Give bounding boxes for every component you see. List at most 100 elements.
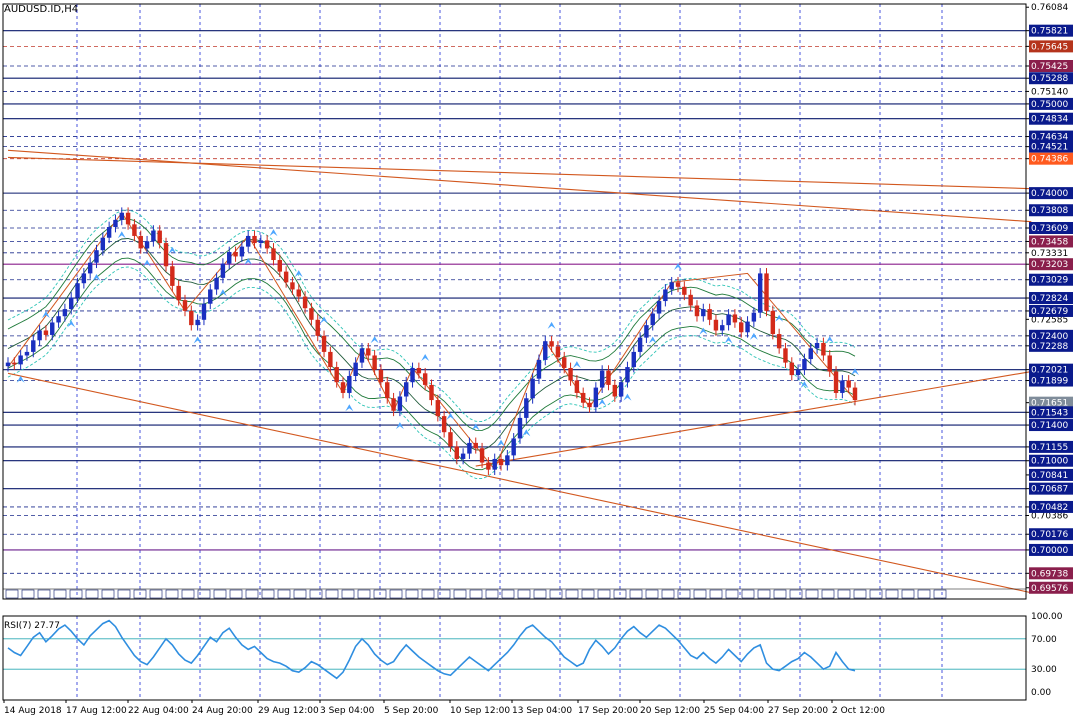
fractal-arrow <box>648 336 657 344</box>
candle-bull <box>524 398 529 418</box>
price-badge <box>1029 419 1073 432</box>
candle-bull <box>56 316 61 323</box>
session-cell <box>901 589 915 599</box>
fractal-arrow <box>168 246 177 254</box>
candle-bull <box>751 312 757 322</box>
candle-bull <box>18 355 23 365</box>
candle-bear <box>252 235 257 244</box>
candle-bear <box>675 282 681 287</box>
session-cell <box>869 589 883 599</box>
candle-bull <box>106 227 112 238</box>
price-badge <box>1029 187 1073 200</box>
candle-bear <box>315 319 320 336</box>
rsi-panel-frame <box>2 615 1027 701</box>
candle-bear <box>473 442 478 449</box>
session-cell <box>837 589 851 599</box>
candle-bull <box>151 230 156 242</box>
candle-bear <box>580 392 586 403</box>
candle-bear <box>182 300 188 311</box>
price-badge <box>1029 468 1073 481</box>
candle-bull <box>81 273 87 284</box>
candle-bear <box>334 367 339 383</box>
candle-bear <box>764 273 769 311</box>
candle-bull <box>68 297 74 310</box>
time-tick-label: 27 Sep 20:00 <box>768 706 828 716</box>
session-cell <box>309 589 323 599</box>
price-badge <box>1029 97 1073 110</box>
candle-bear <box>441 416 447 433</box>
candle-bull <box>239 246 245 257</box>
price-badge <box>1029 152 1073 165</box>
fractal-arrow <box>522 429 531 437</box>
rsi-panel: 100.00 70.00 30.00 0.00 <box>3 612 1063 698</box>
candle-bull <box>650 313 655 326</box>
candle-bear <box>783 348 788 363</box>
price-badge-label: 0.71543 <box>1031 408 1068 418</box>
session-cell <box>581 589 595 599</box>
price-tick-label: 0.76084 <box>1031 3 1068 13</box>
session-cell <box>245 589 259 599</box>
session-cell <box>501 589 515 599</box>
candle-bear <box>852 387 858 401</box>
fractal-arrow <box>294 270 303 278</box>
candle-bull <box>227 251 232 264</box>
session-cell <box>133 589 147 599</box>
lower-trendline <box>7 372 1032 594</box>
session-cell <box>213 589 227 599</box>
candle-bear <box>549 341 554 347</box>
price-badge <box>1029 130 1073 143</box>
price-badge <box>1029 204 1073 217</box>
session-cell <box>805 589 819 599</box>
fractal-arrow <box>598 398 607 406</box>
fractal-arrow <box>623 393 632 401</box>
band-lower-line <box>7 257 856 471</box>
candle-bear <box>739 322 744 333</box>
session-cell <box>677 589 691 599</box>
candle-bull <box>802 359 807 370</box>
fractal-arrow <box>825 336 834 344</box>
price-badge-label: 0.73609 <box>1031 224 1068 234</box>
candle-bear <box>309 308 314 320</box>
candle-bull <box>637 337 643 352</box>
rsi-line <box>7 619 856 680</box>
candle-bull <box>75 283 80 298</box>
time-tick-label: 17 Aug 12:00 <box>66 706 127 716</box>
candle-bull <box>460 453 466 459</box>
candle-bear <box>486 462 491 470</box>
price-badge-label: 0.71400 <box>1031 421 1068 431</box>
price-badge <box>1029 59 1073 72</box>
session-cell <box>853 589 867 599</box>
session-cell <box>405 589 419 599</box>
candle-bear <box>568 367 573 381</box>
price-badge-label: 0.73808 <box>1031 206 1068 216</box>
candle-bull <box>62 309 68 317</box>
fractal-arrow <box>421 353 430 361</box>
candle-bull <box>144 241 150 249</box>
session-cell <box>821 589 835 599</box>
candle-bull <box>840 380 845 393</box>
session-cell <box>485 589 499 599</box>
price-badge-label: 0.75645 <box>1031 42 1068 52</box>
candle-bull <box>94 250 99 263</box>
candle-bear <box>833 371 839 393</box>
candle-bear <box>827 355 832 372</box>
candle-bear <box>707 309 712 320</box>
candle-bear <box>283 271 289 283</box>
band-outer-upper-line <box>7 209 856 422</box>
candle-bull <box>720 325 725 331</box>
fractal-arrow <box>395 422 404 430</box>
candle-bull <box>467 442 472 454</box>
price-badge-label: 0.69738 <box>1031 569 1068 579</box>
candle-bull <box>5 362 11 367</box>
time-tick-label: 13 Sep 04:00 <box>512 706 572 716</box>
price-badge-label: 0.74834 <box>1031 115 1068 125</box>
time-tick-label: 10 Sep 12:00 <box>450 706 510 716</box>
candle-bear <box>12 362 17 365</box>
candle-bear <box>776 334 782 349</box>
candle-bear <box>233 251 238 257</box>
horizontal-levels <box>3 30 1026 574</box>
candle-bear <box>770 310 776 335</box>
candle-bear <box>296 289 301 297</box>
